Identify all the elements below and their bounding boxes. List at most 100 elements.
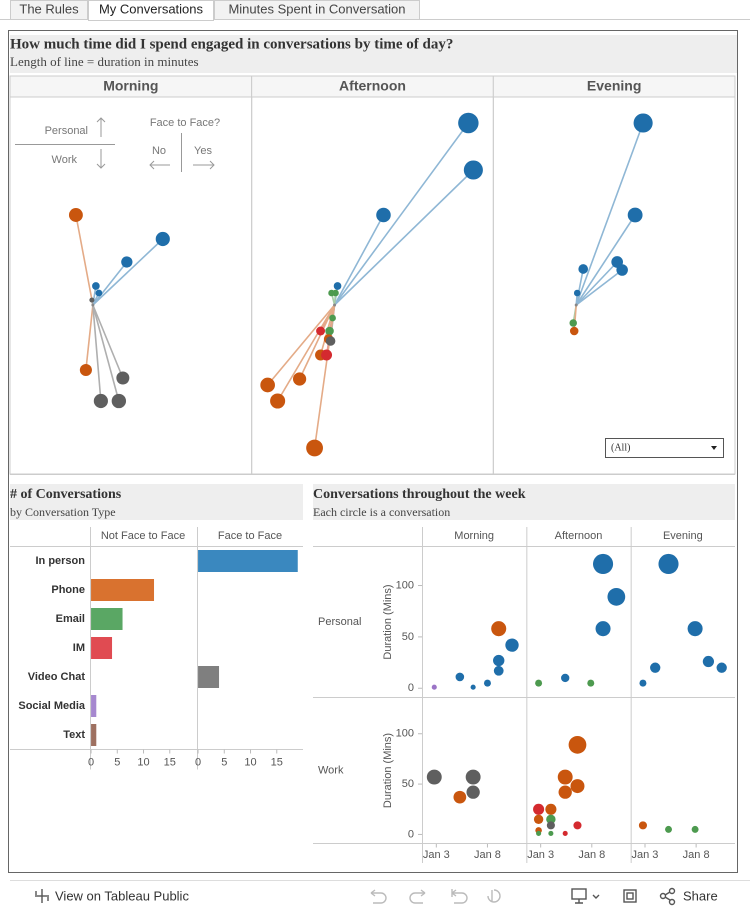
conversation-dot (316, 326, 326, 336)
tab-label[interactable]: The Rules (19, 1, 79, 16)
toolbar-icons[interactable] (370, 889, 501, 904)
conversation-dot (702, 655, 715, 668)
tab[interactable] (10, 0, 88, 20)
spoke-line (575, 122, 644, 306)
conversation-dot (716, 662, 727, 673)
bar (91, 637, 113, 659)
y-tick-label: 100 (396, 728, 414, 740)
conversation-dot (465, 769, 481, 785)
bar (91, 724, 97, 746)
conversation-dot (548, 830, 554, 836)
spoke-line (333, 169, 474, 306)
spoke-line (85, 304, 94, 371)
chart-subtitle: by Conversation Type (10, 505, 116, 519)
conversation-dot (95, 289, 103, 297)
legend-arrows (15, 117, 215, 172)
bar (91, 695, 97, 717)
bar (91, 579, 155, 601)
view-link[interactable]: View on Tableau Public (55, 888, 189, 903)
conversation-dot (470, 684, 476, 690)
conversation-dot (650, 662, 661, 673)
spoke-line (575, 261, 618, 306)
spoke-line (92, 304, 102, 402)
row-label: Personal (318, 616, 361, 628)
tableau-icon[interactable] (35, 889, 49, 903)
title-box (313, 484, 735, 520)
conversation-dot (329, 314, 336, 322)
conversation-dot (533, 803, 545, 815)
conversation-dot (536, 830, 542, 836)
x-tick-label: 0 (88, 756, 94, 768)
tab-label[interactable]: Minutes Spent in Conversation (228, 1, 405, 16)
spoke-line (92, 304, 124, 379)
conversation-dot (505, 638, 519, 652)
toolbar-actions[interactable] (571, 887, 676, 906)
x-tick-label: Jan 8 (578, 849, 605, 861)
conversation-dot (79, 363, 92, 377)
filter-value[interactable]: (All) (611, 442, 630, 453)
panel-header-label: Evening (587, 78, 641, 94)
conversation-dot (426, 769, 442, 785)
conversation-dot (306, 439, 323, 457)
x-tick-label: 15 (271, 756, 283, 768)
conversation-dot (607, 587, 626, 606)
filter-dropdown[interactable] (605, 438, 724, 458)
spoke-center (574, 303, 578, 307)
column-header: Evening (663, 530, 703, 542)
conversation-dot (562, 830, 568, 836)
conversation-dot (569, 326, 579, 336)
conversation-dot (533, 814, 544, 825)
legend-down: Work (52, 154, 78, 166)
category-label: Email (56, 613, 85, 625)
panel-header-label: Afternoon (339, 78, 406, 94)
conversation-dot (453, 790, 467, 804)
category-label: In person (35, 555, 85, 567)
conversation-dot (557, 769, 573, 785)
chart-subtitle: Each circle is a conversation (313, 505, 450, 519)
conversation-dot (665, 825, 672, 833)
conversation-dot (458, 112, 479, 134)
column-header: Morning (454, 530, 494, 542)
conversation-dot (633, 113, 653, 133)
conversation-dot (483, 679, 491, 687)
spoke-line (573, 304, 578, 332)
share-button[interactable]: Share (683, 888, 718, 903)
conversation-dot (455, 672, 465, 682)
legend-left: No (152, 145, 166, 157)
x-tick-label: 0 (195, 756, 201, 768)
title-box (10, 35, 737, 73)
conversation-dot (376, 207, 391, 223)
conversation-dot (493, 665, 504, 676)
category-label: IM (73, 642, 85, 654)
conversation-dot (270, 393, 286, 409)
conversation-dot (260, 377, 275, 393)
conversation-dot (111, 393, 127, 409)
tab-active[interactable] (88, 0, 214, 21)
y-tick-label: 100 (396, 579, 414, 591)
conversation-dot (328, 289, 335, 297)
conversation-dot (546, 821, 555, 830)
conversation-dot (573, 289, 581, 297)
conversation-dot (89, 297, 95, 303)
conversation-dot (616, 264, 628, 276)
x-tick-label: Jan 8 (683, 849, 710, 861)
conversation-dot (493, 654, 505, 667)
category-label: Social Media (18, 700, 86, 712)
conversation-dot (121, 256, 133, 268)
row-label: Work (318, 764, 344, 776)
y-tick-label: 50 (402, 778, 414, 790)
x-tick-label: 10 (137, 756, 149, 768)
conversation-dot (292, 372, 307, 386)
spoke-line (92, 238, 164, 306)
conversation-dot (92, 282, 100, 290)
conversation-dot (691, 825, 699, 833)
x-tick-label: 5 (221, 756, 227, 768)
x-tick-label: Jan 3 (423, 849, 450, 861)
conversation-dot (545, 803, 557, 815)
dashboard-border (8, 30, 738, 873)
tab[interactable] (214, 0, 420, 20)
chart-title: Conversations throughout the week (313, 487, 526, 502)
category-label: Phone (51, 584, 85, 596)
tab-label[interactable]: My Conversations (99, 1, 204, 16)
spoke-line (267, 304, 336, 386)
